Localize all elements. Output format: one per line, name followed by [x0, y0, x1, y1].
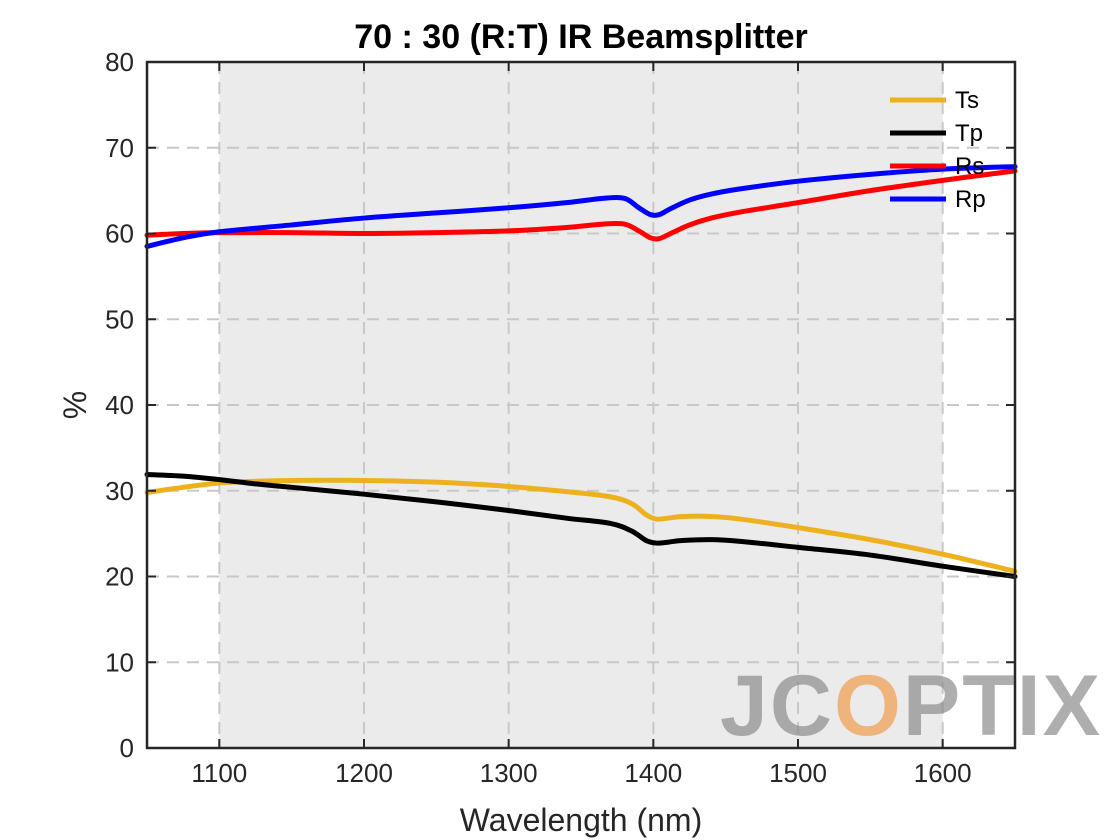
y-tick-label: 70 — [105, 133, 134, 163]
legend-label-ts: Ts — [955, 87, 979, 114]
legend-label-rs: Rs — [955, 153, 984, 180]
x-tick-label: 1300 — [480, 758, 538, 788]
y-tick-label: 50 — [105, 304, 134, 334]
watermark-part: PTIX — [903, 658, 1102, 754]
x-axis-label: Wavelength (nm) — [460, 802, 702, 838]
y-tick-label: 30 — [105, 476, 134, 506]
ticks — [147, 61, 1015, 749]
chart-title: 70 : 30 (R:T) IR Beamsplitter — [354, 18, 807, 56]
x-tick-label: 1100 — [191, 758, 247, 788]
x-tick-label: 1200 — [335, 758, 393, 788]
y-axis-label: % — [57, 391, 93, 419]
series-line-rs — [144, 168, 1018, 242]
x-tick-label: 1600 — [914, 758, 972, 788]
watermark-part: JC — [720, 658, 834, 754]
legend-label-tp: Tp — [955, 120, 983, 147]
series-line-tp — [144, 471, 1018, 579]
series-lines — [144, 164, 1018, 579]
watermark: JCOPTIX — [720, 658, 1102, 754]
y-tick-label: 80 — [105, 47, 134, 77]
x-tick-label: 1400 — [624, 758, 682, 788]
watermark-logo: JCOPTIX — [720, 658, 1102, 754]
y-tick-label: 10 — [105, 647, 134, 677]
series-line-ts — [144, 477, 1018, 574]
y-tick-label: 0 — [120, 733, 134, 763]
legend: Ts Tp Rs Rp — [890, 87, 986, 213]
watermark-part: O — [834, 658, 903, 754]
y-tick-label: 40 — [105, 390, 134, 420]
x-tick-label: 1500 — [769, 758, 827, 788]
tick-labels: 1100 1200 1300 1400 1500 1600 0 10 20 30 40 50 60 70 8… — [105, 47, 972, 788]
y-tick-label: 20 — [105, 562, 134, 592]
y-tick-label: 60 — [105, 219, 134, 249]
series-line-rp — [144, 164, 1018, 249]
legend-label-rp: Rp — [955, 186, 986, 213]
